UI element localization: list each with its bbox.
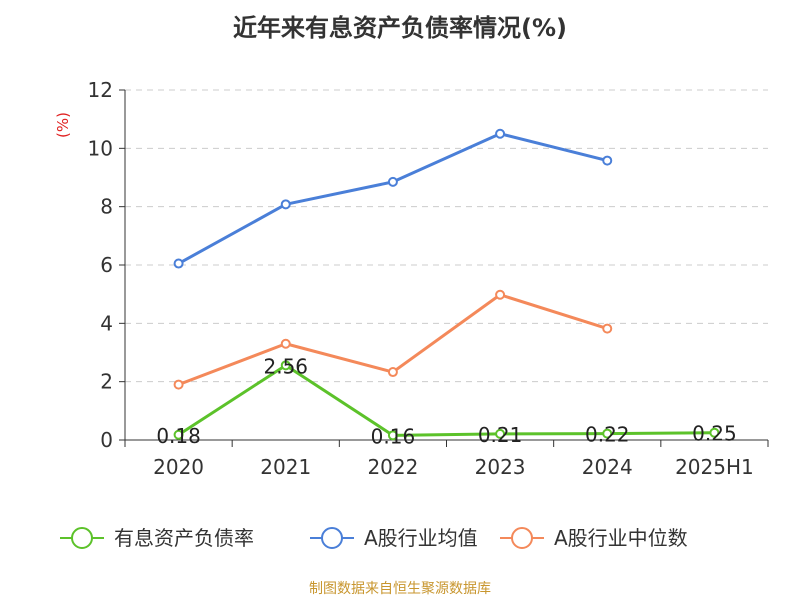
x-tick-label: 2020 <box>153 455 204 479</box>
chart-title: 近年来有息资产负债率情况(%) <box>233 14 567 42</box>
x-tick-label: 2022 <box>367 455 418 479</box>
data-point <box>280 360 291 371</box>
x-tick-label: 2024 <box>582 455 633 479</box>
data-label: 0.21 <box>478 423 523 447</box>
legend: 有息资产负债率 A股行业均值 A股行业中位数 <box>60 526 688 550</box>
gridlines <box>125 89 768 383</box>
data-point <box>709 427 720 438</box>
source-note: 制图数据来自恒生聚源数据库 <box>309 581 491 597</box>
data-point <box>495 428 506 439</box>
x-tick-label: 2023 <box>475 455 526 479</box>
y-tick-label: 4 <box>100 311 113 335</box>
data-point <box>173 429 184 440</box>
legend-marker-0 <box>71 527 93 549</box>
y-tick-label: 6 <box>100 253 113 277</box>
data-label: 0.18 <box>156 424 201 448</box>
data-point <box>387 430 398 441</box>
x-tick-label: 2025H1 <box>675 455 754 479</box>
legend-marker-2 <box>511 527 533 549</box>
data-label: 0.22 <box>585 423 630 447</box>
legend-label-1: A股行业均值 <box>364 526 478 550</box>
legend-label-0: 有息资产负债率 <box>114 526 254 550</box>
y-tick-label: 8 <box>100 195 113 219</box>
data-label: 2.56 <box>263 354 308 378</box>
y-tick-label: 0 <box>100 428 113 452</box>
series-line-1 <box>177 132 608 265</box>
series-lines <box>173 128 720 441</box>
legend-marker-1 <box>321 527 343 549</box>
data-label: 0.16 <box>371 424 416 448</box>
axes: 0 2 4 6 8 10 12 (%) 2020 2021 2022 2023 2024 2025H1 <box>54 78 769 479</box>
data-point <box>495 289 506 300</box>
data-point <box>280 338 291 349</box>
y-tick-label: 12 <box>88 78 113 102</box>
y-tick-label: 10 <box>88 136 113 160</box>
data-labels: 0.18 2.56 0.16 0.21 0.22 0.25 <box>156 354 736 448</box>
data-point <box>387 367 398 378</box>
data-point <box>602 323 613 334</box>
y-axis-label: (%) <box>54 112 72 138</box>
data-point <box>602 155 613 166</box>
data-point <box>173 258 184 269</box>
legend-label-2: A股行业中位数 <box>554 526 688 550</box>
y-tick-label: 2 <box>100 370 113 394</box>
data-point <box>602 428 613 439</box>
data-point <box>387 176 398 187</box>
data-label: 0.25 <box>692 422 737 446</box>
data-point <box>173 379 184 390</box>
x-tick-label: 2021 <box>260 455 311 479</box>
series-line-0 <box>177 363 715 437</box>
data-point <box>495 128 506 139</box>
data-point <box>280 199 291 210</box>
